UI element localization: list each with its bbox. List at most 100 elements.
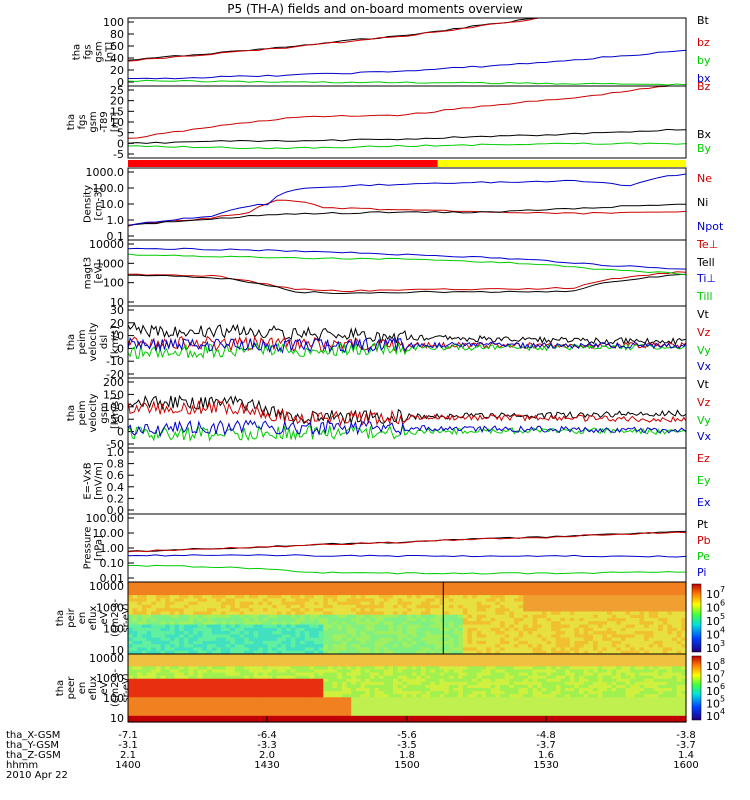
panel-5-ytick-label: -50 (106, 438, 124, 451)
ephemeris-value: -3.8 (676, 730, 696, 741)
panel-1-ylabel-line: fgs (77, 114, 88, 129)
panel-4-ytick-label: 20 (110, 317, 124, 330)
panel-9-ytick-label: 100 (103, 692, 124, 705)
panel-8-ylabel-line: peir (66, 607, 77, 627)
panel-5-legend-Vy: Vy (697, 414, 711, 427)
panel-0-series-bx (128, 49, 686, 80)
panel-6-frame (127, 447, 687, 515)
panel-7-series-Pi (128, 554, 686, 558)
panel-1-ylabel-line: tha (66, 114, 77, 130)
panel-4-series-Vt (128, 321, 686, 346)
panel-5-legend-Vx: Vx (697, 430, 712, 443)
panel-7-legend-Pt: Pt (697, 518, 709, 531)
panel-3-ylabel-line: magt3 (83, 257, 94, 290)
panel-2-legend-Ni: Ni (697, 196, 708, 209)
panel-4-ylabel-line: peim (77, 329, 88, 354)
panel-7-ytick-label: 100.00 (86, 512, 125, 525)
panel-7-ytick-label: 10.00 (93, 527, 125, 540)
panel-9-ylabel-line: en (77, 682, 88, 695)
panel-7-ytick-label: 0.10 (100, 557, 125, 570)
panel-1-ylabel-line: [nT] (110, 112, 121, 132)
panel-9-ylabel-line: peer (66, 676, 77, 700)
panel-6-ylabel-line: [mV/m] (94, 462, 105, 500)
panel-9-cbar-exponent: 8 (720, 657, 725, 666)
panel-7-ylabel-line: Pressure (83, 527, 94, 570)
panel-1-ytick-label: 25 (110, 84, 124, 97)
panel-6-ytick-label: 0.4 (107, 481, 125, 494)
panel-8-ytick-label: 10000 (89, 580, 124, 593)
mode-bar-segment (437, 160, 686, 167)
ephemeris-label-2: tha_Z-GSM (6, 750, 61, 761)
panel-8-ylabel-line: sr-eV) (121, 603, 132, 632)
panel-7-series-Pe (128, 564, 686, 575)
panel-0-legend-Bt: Bt (697, 14, 710, 27)
ephemeris-value: -3.7 (676, 740, 696, 751)
ephemeris-value: -7.1 (118, 730, 138, 741)
panel-3-series-Ti⊥ (128, 247, 686, 270)
panel-3-ytick-label: 10000 (89, 238, 124, 251)
panel-9-cbar-tick: 10 (706, 698, 720, 711)
panel-9-cbar-tick: 10 (706, 710, 720, 723)
panel-2-ytick-label: 10.0 (100, 198, 125, 211)
ephemeris-value: 1530 (533, 760, 558, 771)
panel-8-ylabel-line: eV (99, 611, 110, 624)
panel-7-frame (127, 513, 687, 583)
panel-9-cbar-exponent: 4 (720, 707, 725, 716)
panel-2-series-Npot (128, 173, 686, 226)
panel-4-frame (127, 305, 687, 379)
panel-9-ylabel-line: eV (99, 681, 110, 694)
panel-4-ylabel-line: dsl (99, 335, 110, 349)
panel-1-ylabel-line: gsm (88, 111, 99, 132)
panel-1-ytick-label: 10 (110, 116, 124, 129)
panel-7-legend-Pb: Pb (697, 534, 711, 547)
panel-7-legend-Pi: Pi (697, 566, 706, 579)
panel-8-cbar-exponent: 7 (720, 585, 725, 594)
panel-2-ytick-label: 1000.0 (86, 166, 125, 179)
panel-5-series-Vy (128, 424, 686, 442)
panel-3-ytick-label: 1000 (96, 257, 124, 270)
panel-7-series-Pt (128, 530, 686, 552)
panel-3-ylabel-line: [eV] (94, 263, 105, 284)
ephemeris-value: -3.3 (257, 740, 277, 751)
panel-5-legend-Vz: Vz (697, 396, 711, 409)
panel-8-ylabel-line: (cm2-s- (110, 599, 121, 637)
panel-5-ytick-label: 150 (103, 388, 124, 401)
panel-3-series-Tell (128, 273, 686, 295)
panel-4-legend-Vx: Vx (697, 360, 712, 373)
panel-3-series-Te⊥ (128, 271, 686, 293)
panel-9-cbar-tick: 10 (706, 660, 720, 673)
panel-6-legend-Ez: Ez (697, 452, 710, 465)
ephemeris-value: -3.1 (118, 740, 138, 751)
panel-1-series-Bz (128, 86, 673, 139)
panel-4-ytick-label: -20 (106, 368, 124, 381)
panel-3-ytick-label: 100 (103, 277, 124, 290)
panel-8-cbar-tick: 10 (706, 629, 720, 642)
panel-0-frame (127, 17, 687, 87)
panel-9-colorbar (691, 655, 702, 721)
panel-2-ytick-label: 0.1 (107, 230, 125, 243)
panel-7-legend-Pe: Pe (697, 550, 710, 563)
ephemeris-value: 1600 (673, 760, 698, 771)
panel-8-cbar-tick: 10 (706, 588, 720, 601)
panel-4-legend-Vy: Vy (697, 344, 711, 357)
panel-0-ylabel-line: [nT] (105, 42, 116, 62)
panel-0-ytick-label: 20 (110, 64, 124, 77)
panel-0-ytick-label: 100 (103, 16, 124, 29)
ephemeris-label-3: hhmm (6, 760, 38, 771)
panel-2-ytick-label: 1.0 (107, 214, 125, 227)
panel-6-ytick-label: 0.2 (107, 492, 125, 505)
ephemeris-value: 1.6 (538, 750, 554, 761)
panel-5-ylabel-line: [km/s] (110, 397, 121, 429)
panel-4-ytick-label: 0 (117, 342, 124, 355)
panel-5-series-Vx (128, 419, 686, 438)
panel-0-legend-bz: bz (697, 36, 710, 49)
panel-0-series-bz (128, 18, 542, 62)
panel-2-legend-Ne: Ne (697, 172, 712, 185)
panel-0-ylabel-line: fgs (83, 44, 94, 59)
panel-4-ylabel-line: velocity (88, 322, 99, 361)
ephemeris-value: -3.5 (397, 740, 417, 751)
panel-9-cbar-exponent: 6 (720, 682, 725, 691)
panel-9-ytick-label: 10 (110, 712, 124, 725)
